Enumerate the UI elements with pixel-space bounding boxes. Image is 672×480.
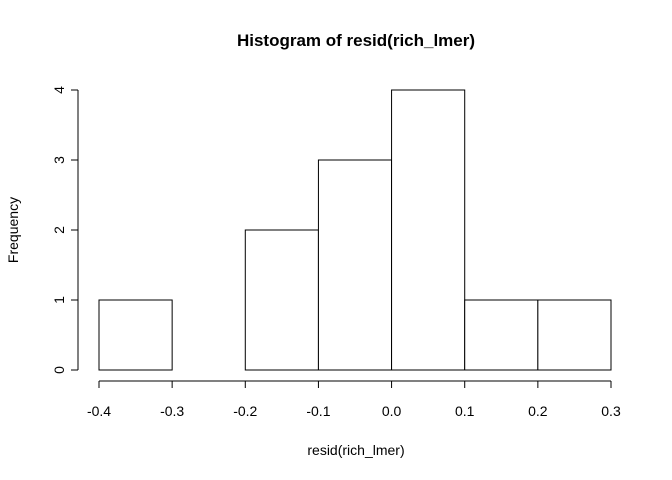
bars-group <box>98 89 612 371</box>
x-tick-label-7: 0.3 <box>601 403 621 419</box>
y-tick-label-0: 0 <box>51 366 67 374</box>
x-tick-label-1: -0.3 <box>160 403 184 419</box>
y-tick-label-3: 3 <box>51 156 67 164</box>
y-axis-label: Frequency <box>5 197 21 263</box>
histogram-bar-4 <box>391 89 466 371</box>
x-tick-label-2: -0.2 <box>233 403 257 419</box>
x-axis: -0.4 -0.3 -0.2 -0.1 0.0 0.1 0.2 0.3 <box>87 380 621 419</box>
x-tick-label-4: 0.0 <box>382 403 402 419</box>
histogram-bar-2 <box>244 229 319 371</box>
x-tick-label-6: 0.2 <box>528 403 548 419</box>
histogram-bar-3 <box>317 159 393 371</box>
x-tick-label-5: 0.1 <box>455 403 475 419</box>
x-tick-label-3: -0.1 <box>306 403 330 419</box>
x-tick-label-0: -0.4 <box>87 403 111 419</box>
histogram-bar-6 <box>537 299 612 371</box>
x-axis-label: resid(rich_lmer) <box>307 442 404 458</box>
chart-title: Histogram of resid(rich_lmer) <box>237 31 475 50</box>
y-tick-label-4: 4 <box>51 86 67 94</box>
histogram-bar-5 <box>464 299 539 371</box>
y-tick-label-1: 1 <box>51 296 67 304</box>
y-tick-label-2: 2 <box>51 226 67 234</box>
histogram-bar-0 <box>98 299 173 371</box>
y-axis: 0 1 2 3 4 <box>51 86 79 374</box>
